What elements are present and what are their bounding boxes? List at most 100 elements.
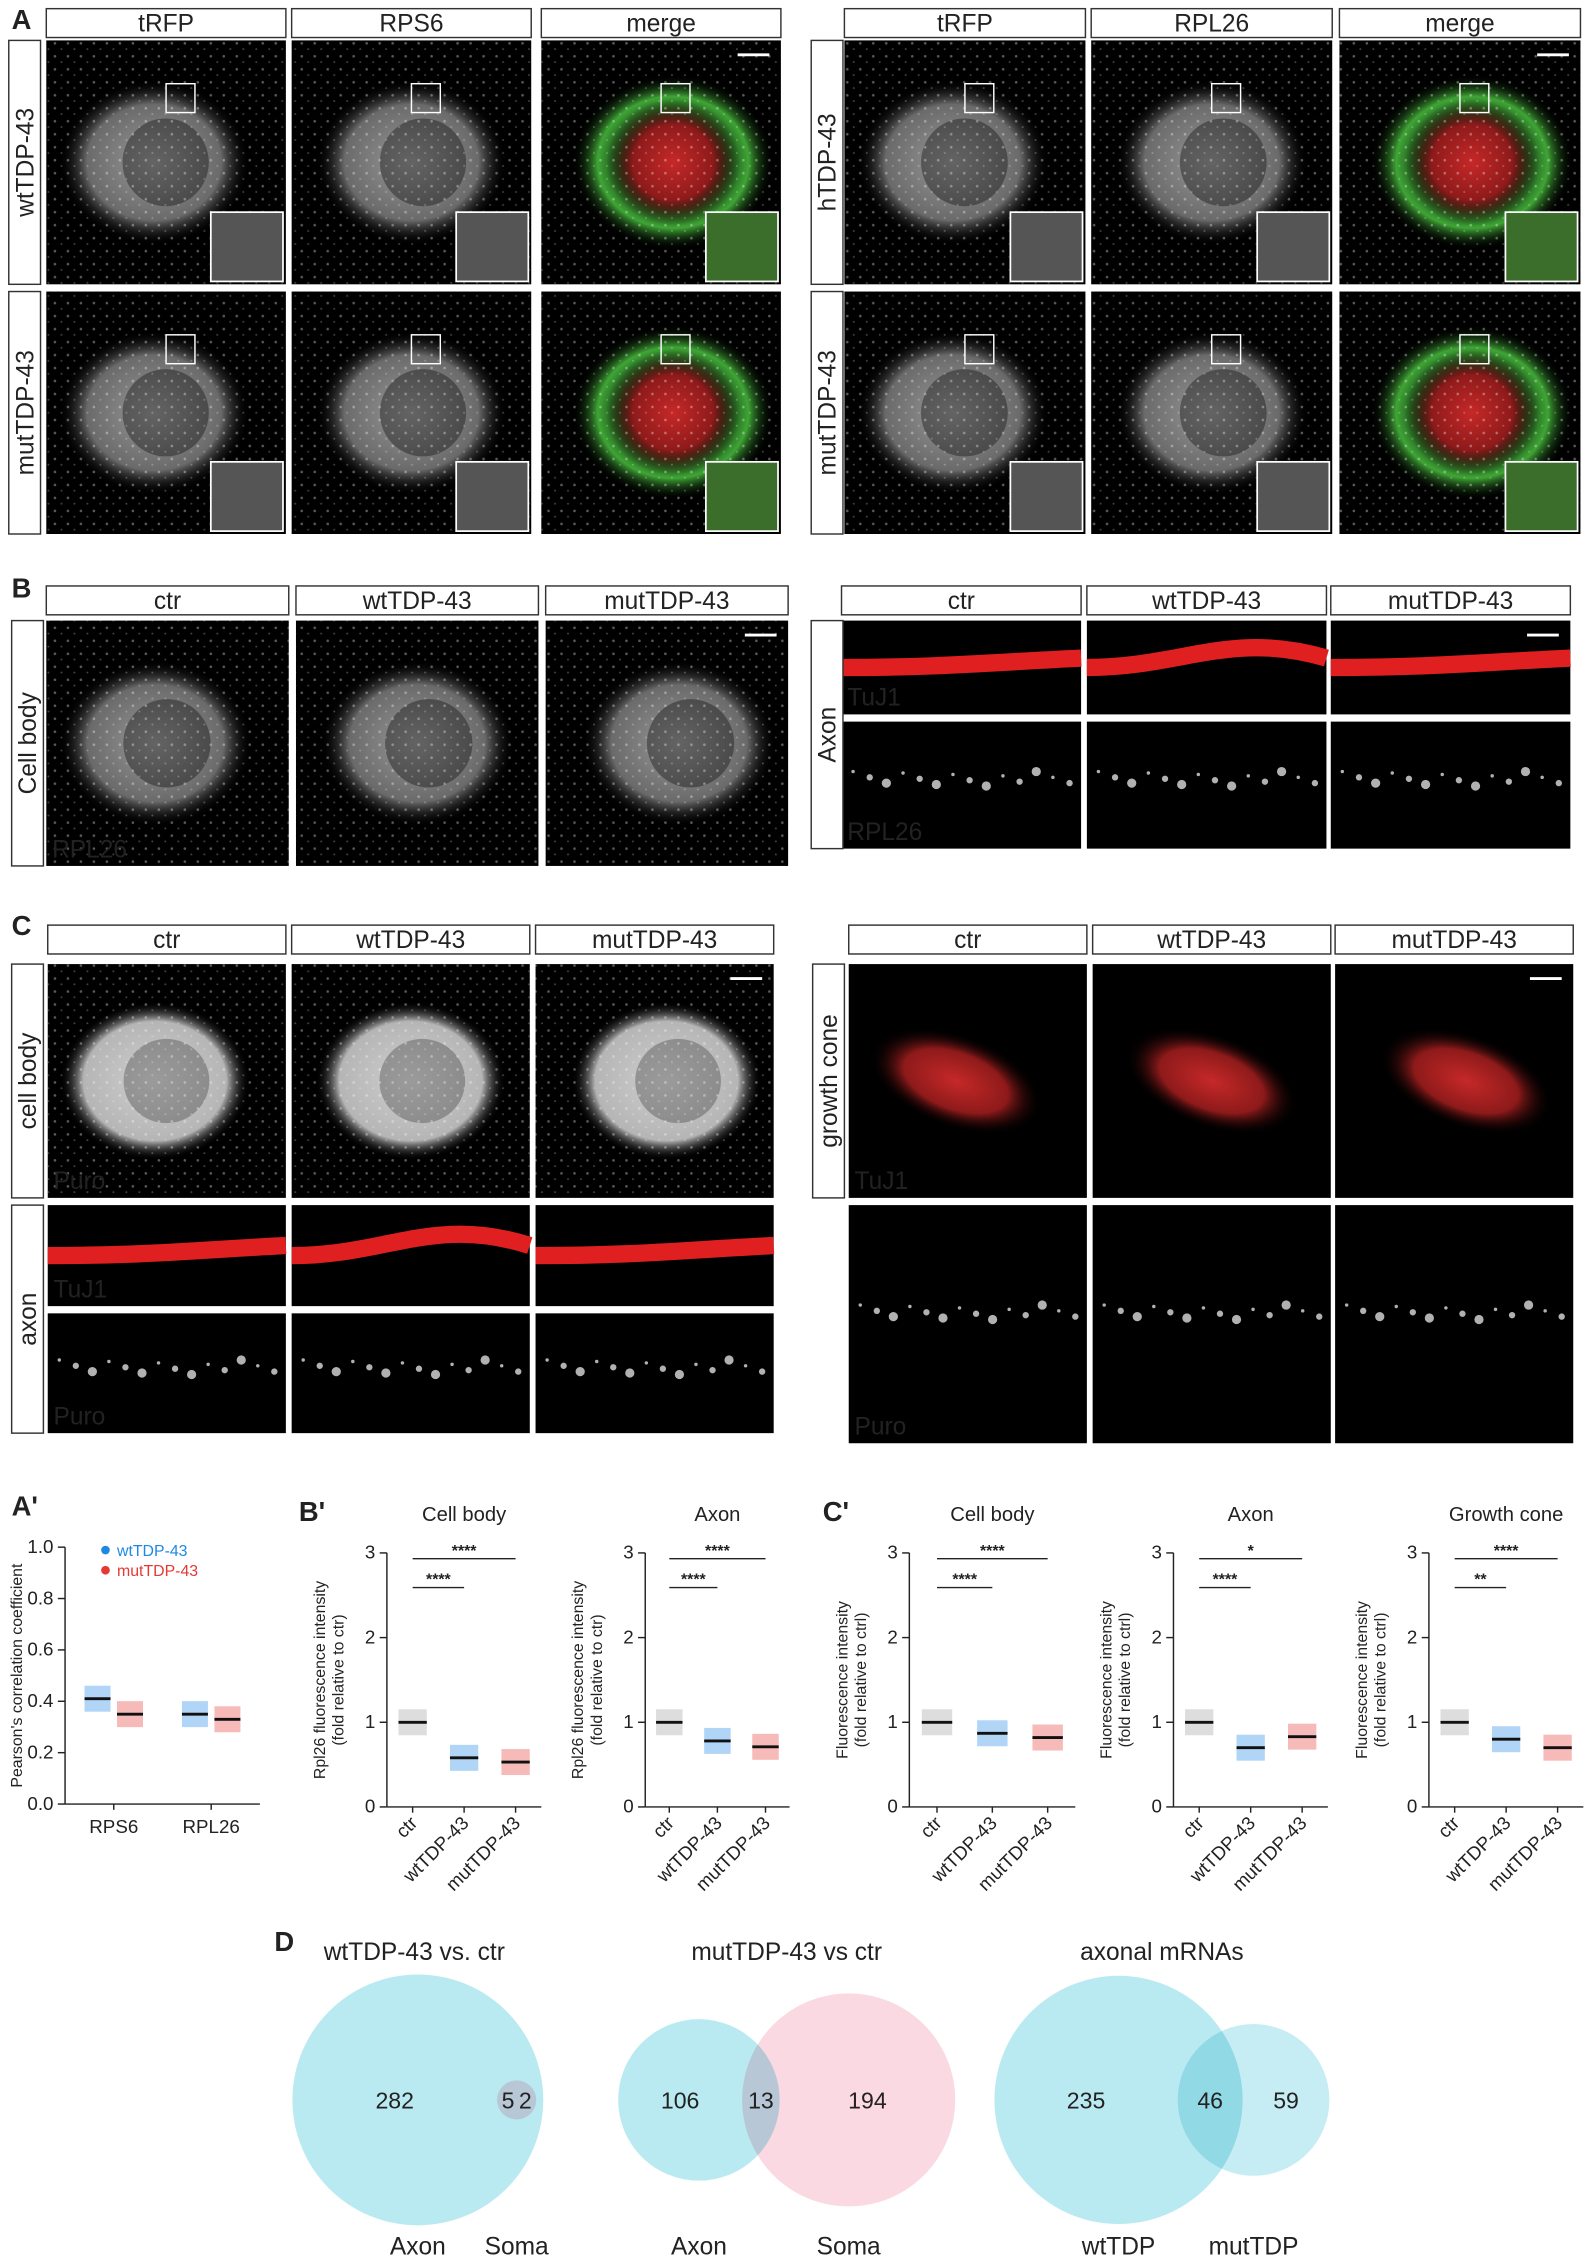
significance-label: **** [426, 1572, 452, 1589]
y-axis-label: Rpl26 fluorescence intensity [312, 1581, 329, 1779]
puncta [450, 1362, 454, 1367]
puncta [1360, 1307, 1367, 1314]
significance-label: **** [452, 1543, 478, 1560]
row-label: Cell body [15, 691, 42, 794]
puncta [908, 1304, 912, 1309]
puncta [873, 1307, 880, 1314]
panel-label: A [12, 4, 32, 35]
roi-box [964, 82, 995, 114]
roi-box [1459, 82, 1490, 114]
significance-label: * [1248, 1543, 1255, 1560]
puncta [1117, 1307, 1124, 1314]
panel-label: D [274, 1926, 294, 1957]
y-tick-label: 0.8 [27, 1587, 53, 1608]
row-label-box [10, 963, 45, 1199]
puncta [1182, 1313, 1192, 1323]
column-header-box [840, 585, 1082, 616]
puncta [1540, 775, 1544, 780]
puncta [1146, 771, 1151, 775]
axon-tuj1 [841, 649, 1082, 677]
puncta [57, 1358, 62, 1362]
venn-set-label: Soma [817, 2233, 881, 2260]
puncta [1261, 778, 1269, 785]
puncta [1072, 1313, 1079, 1320]
column-header: RPS6 [379, 11, 443, 38]
y-axis-label: Fluorescence intensity [834, 1601, 851, 1759]
micrograph [291, 1313, 530, 1434]
column-header-box [843, 7, 1087, 39]
stain-label: Puro [54, 1403, 106, 1430]
puncta [1111, 774, 1119, 781]
column-header: ctr [948, 588, 975, 615]
puncta [1001, 774, 1005, 778]
puncta [659, 1365, 667, 1372]
puncta [1266, 1311, 1273, 1319]
puncta [1405, 775, 1413, 782]
puncta [1102, 1303, 1106, 1307]
row-label-box [810, 619, 844, 850]
venn-set [994, 1975, 1243, 2225]
stain-label: RPL26 [52, 836, 127, 863]
y-tick-label: 2 [623, 1626, 633, 1647]
micrograph [1086, 721, 1327, 849]
y-axis-label: (fold relative to ctr) [589, 1614, 606, 1745]
column-header: mutTDP-43 [604, 588, 729, 615]
column-header-box [47, 924, 287, 955]
puncta [610, 1364, 617, 1371]
inset [1504, 460, 1579, 532]
puncta [1231, 1314, 1242, 1325]
puncta [1296, 775, 1300, 780]
puncta [1161, 775, 1169, 782]
row-label: axon [15, 1293, 42, 1346]
puncta [743, 1364, 748, 1368]
puncta [1409, 1309, 1416, 1316]
column-header: merge [626, 11, 696, 38]
puncta [1311, 779, 1319, 787]
inset [704, 211, 779, 283]
axon-tuj1 [47, 1236, 287, 1265]
puncta [923, 1309, 930, 1316]
inset [1256, 460, 1331, 532]
column-header-box [848, 924, 1088, 955]
significance-label: **** [1494, 1543, 1520, 1560]
puncta [186, 1369, 197, 1380]
column-header-box [544, 585, 789, 616]
column-header-box [1086, 585, 1328, 616]
puncta [1037, 1300, 1047, 1310]
row-label: Axon [815, 707, 842, 763]
puncta [1211, 777, 1219, 784]
puncta [545, 1358, 549, 1362]
puncta [966, 777, 973, 784]
column-header: ctr [954, 927, 981, 954]
puncta [1152, 1304, 1156, 1309]
puncta [1167, 1309, 1174, 1316]
micrograph [1092, 1205, 1331, 1444]
puncta [1177, 779, 1187, 790]
y-axis-label: Fluorescence intensity [1098, 1601, 1115, 1759]
row-label: cell body [15, 1032, 42, 1129]
puncta [594, 1359, 599, 1364]
column-header-box [1330, 585, 1572, 616]
puncta [1508, 1311, 1516, 1319]
speckle [545, 620, 789, 866]
column-header-box [290, 924, 531, 955]
puncta [1051, 775, 1055, 780]
venn-count: 106 [661, 2088, 700, 2114]
column-header: mutTDP-43 [592, 927, 717, 954]
y-tick-label: 3 [365, 1542, 375, 1563]
inset [1009, 460, 1084, 532]
venn-count: 46 [1197, 2088, 1223, 2114]
column-header: mutTDP-43 [1388, 588, 1513, 615]
puncta [87, 1366, 97, 1377]
puncta [316, 1362, 323, 1369]
puncta [931, 779, 941, 790]
column-header-box [1090, 7, 1333, 39]
column-header-box [1338, 7, 1582, 39]
puncta [465, 1366, 472, 1374]
puncta [515, 1368, 522, 1375]
puncta [107, 1359, 111, 1364]
venn-count: 2 [519, 2088, 532, 2114]
puncta [1455, 777, 1463, 784]
inset [1009, 211, 1084, 283]
